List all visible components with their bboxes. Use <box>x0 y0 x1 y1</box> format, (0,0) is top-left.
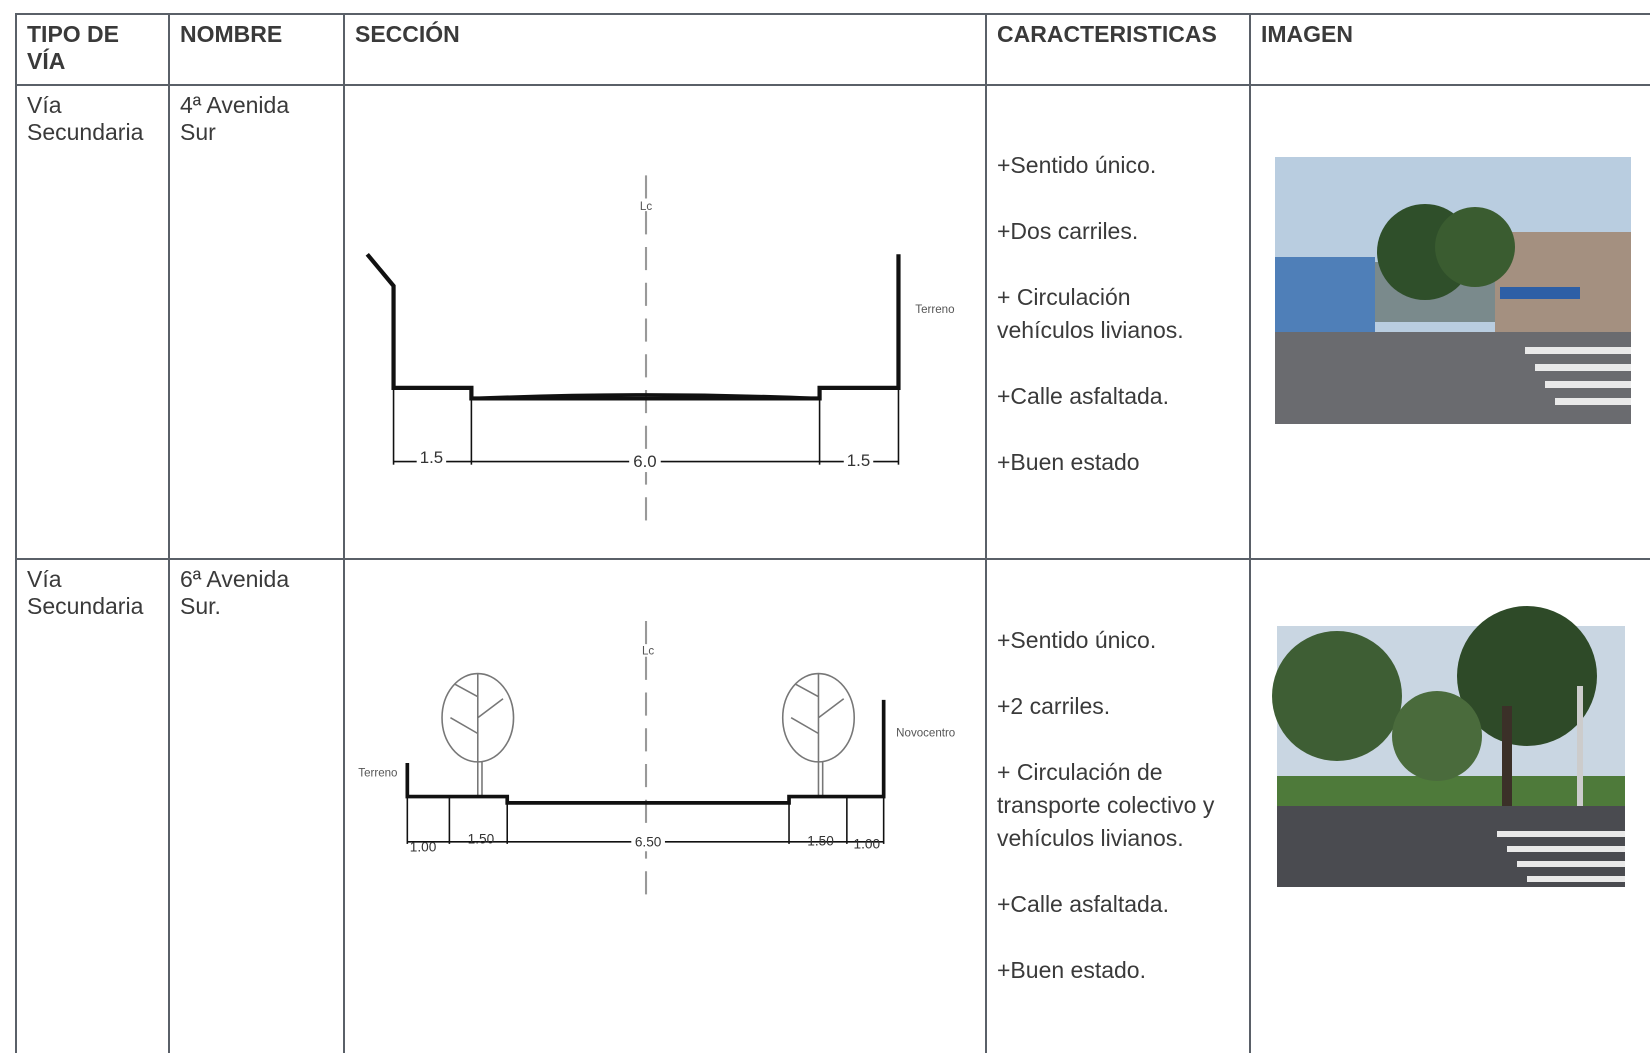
label-bg <box>629 451 661 473</box>
label-bg <box>416 448 447 470</box>
section-outline <box>365 252 901 401</box>
side-label: Terreno <box>915 304 954 316</box>
label-bg <box>843 448 874 470</box>
dimension: 1.50 <box>807 833 834 848</box>
side-label: Novocentro <box>896 728 955 740</box>
seccion-cell: Lc Terreno 1.5 6.0 1.5 <box>343 84 987 560</box>
trees <box>441 672 856 796</box>
header-cell: CARACTERISTICAS <box>985 13 1251 86</box>
tipo: Vía Secundaria <box>27 92 144 145</box>
street-photo <box>1272 606 1625 887</box>
feature: + Circulación vehículos livianos. <box>997 284 1184 343</box>
table-wrap: TIPO DE VÍA NOMBRE SECCIÓN CARACTERISTIC… <box>15 13 1650 1053</box>
dimension: 1.00 <box>410 840 437 855</box>
header-cell: TIPO DE VÍA <box>15 13 170 86</box>
nombre: 4ª Avenida Sur <box>180 92 290 145</box>
header-row: TIPO DE VÍA NOMBRE SECCIÓN CARACTERISTIC… <box>15 13 1650 86</box>
feature: +2 carriles. <box>997 693 1111 719</box>
dimension: 1.5 <box>847 451 870 470</box>
dimension: 6.50 <box>635 834 662 849</box>
dimension-lines <box>406 796 885 844</box>
tipo: Vía Secundaria <box>27 566 144 619</box>
dimension: 1.00 <box>854 837 881 852</box>
tipo-cell: Vía Secundaria <box>15 558 170 1053</box>
feature: +Buen estado <box>997 449 1140 475</box>
road-surface <box>471 393 820 400</box>
feature: +Buen estado. <box>997 957 1146 983</box>
feature: +Calle asfaltada. <box>997 891 1169 917</box>
axis-label: Lc <box>642 646 654 658</box>
dimension: 1.5 <box>420 448 443 467</box>
feature-list: +Sentido único. +2 carriles. + Circulaci… <box>997 624 1215 987</box>
nombre-cell: 4ª Avenida Sur <box>168 84 345 560</box>
row: Vía Secundaria 4ª Avenida Sur Lc Terreno <box>15 84 1650 560</box>
caracteristicas-cell: +Sentido único. +Dos carriles. + Circula… <box>985 84 1251 560</box>
dimension: 1.50 <box>468 831 495 846</box>
header-cell: SECCIÓN <box>343 13 987 86</box>
road-table: TIPO DE VÍA NOMBRE SECCIÓN CARACTERISTIC… <box>15 13 1650 1053</box>
feature: +Sentido único. <box>997 152 1157 178</box>
header-cell: NOMBRE <box>168 13 345 86</box>
label-bg <box>631 832 665 852</box>
feature: + Circulación de transporte colectivo y … <box>997 759 1215 851</box>
feature-list: +Sentido único. +Dos carriles. + Circula… <box>997 149 1215 479</box>
axis-label: Lc <box>640 201 652 213</box>
header-cell: IMAGEN <box>1249 13 1650 86</box>
dimension: 6.0 <box>633 452 656 471</box>
section-drawing: Lc Terreno Novocentro 1.00 1.50 6.50 1.5… <box>358 620 955 900</box>
feature: +Dos carriles. <box>997 218 1139 244</box>
caracteristicas-cell: +Sentido único. +2 carriles. + Circulaci… <box>985 558 1251 1053</box>
nombre-cell: 6ª Avenida Sur. <box>168 558 345 1053</box>
imagen-cell <box>1249 84 1650 560</box>
imagen-cell <box>1249 558 1650 1053</box>
section-drawing: Lc Terreno 1.5 6.0 1.5 <box>365 175 955 523</box>
feature: +Sentido único. <box>997 627 1157 653</box>
side-label: Terreno <box>358 768 397 780</box>
nombre: 6ª Avenida Sur. <box>180 566 290 619</box>
header-text: TIPO DE VÍA <box>27 21 120 74</box>
street-photo <box>1275 157 1631 424</box>
tipo-cell: Vía Secundaria <box>15 84 170 560</box>
seccion-cell: Lc Terreno Novocentro 1.00 1.50 6.50 1.5… <box>343 558 987 1053</box>
feature: +Calle asfaltada. <box>997 383 1169 409</box>
section-outline <box>405 699 886 805</box>
row: Vía Secundaria 6ª Avenida Sur. <box>15 558 1650 1053</box>
